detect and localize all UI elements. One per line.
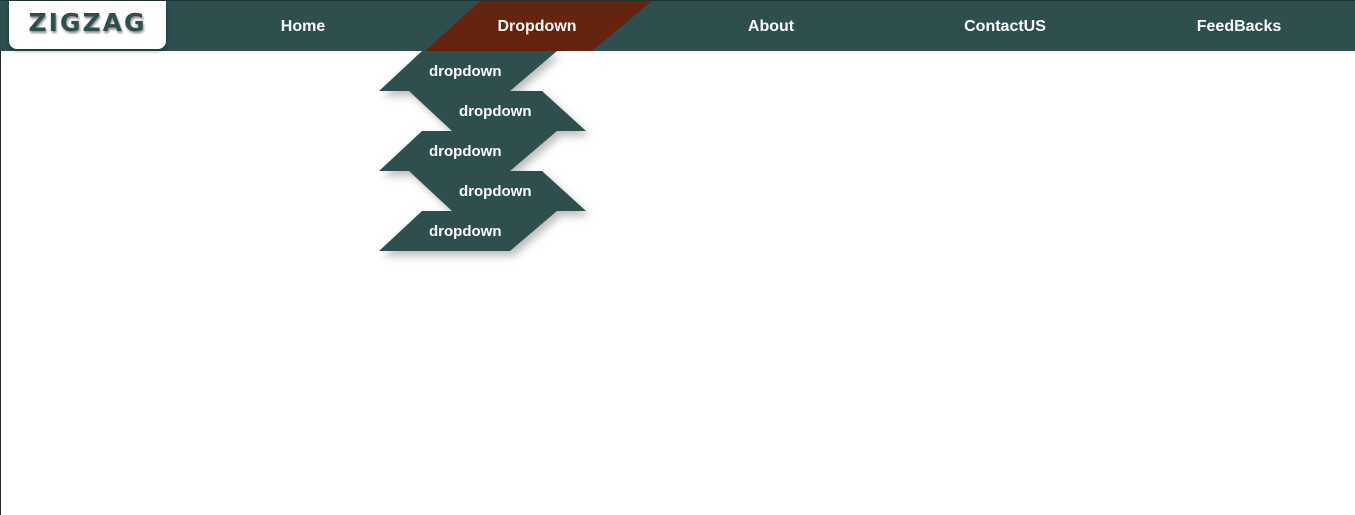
window-left-border <box>0 0 1 515</box>
dropdown-item[interactable]: dropdown <box>379 51 609 91</box>
dropdown-item[interactable]: dropdown <box>379 211 609 251</box>
logo[interactable]: ZIGZAG <box>9 1 166 49</box>
dropdown-item[interactable]: dropdown <box>379 171 609 211</box>
nav-feedbacks-label: FeedBacks <box>1196 17 1282 35</box>
nav-contactus[interactable]: ContactUS <box>945 1 1065 52</box>
dropdown-item-label: dropdown <box>429 62 502 80</box>
active-item-highlight <box>425 1 652 51</box>
dropdown-item[interactable]: dropdown <box>379 91 609 131</box>
nav-feedbacks[interactable]: FeedBacks <box>1179 1 1299 52</box>
dropdown-item-label: dropdown <box>459 102 532 120</box>
nav-contactus-label: ContactUS <box>964 17 1046 35</box>
nav-about-label: About <box>747 17 795 35</box>
top-navbar: ZIGZAG Home Dropdown About ContactUS Fee… <box>0 0 1355 51</box>
nav-home-label: Home <box>280 17 326 35</box>
nav-about[interactable]: About <box>711 1 831 52</box>
logo-text: ZIGZAG <box>28 8 147 37</box>
dropdown-item[interactable]: dropdown <box>379 131 609 171</box>
nav-dropdown[interactable]: Dropdown <box>477 1 597 52</box>
nav-dropdown-label: Dropdown <box>497 17 577 35</box>
dropdown-item-label: dropdown <box>429 142 502 160</box>
dropdown-item-label: dropdown <box>459 182 532 200</box>
nav-home[interactable]: Home <box>243 1 363 52</box>
dropdown-item-label: dropdown <box>429 222 502 240</box>
